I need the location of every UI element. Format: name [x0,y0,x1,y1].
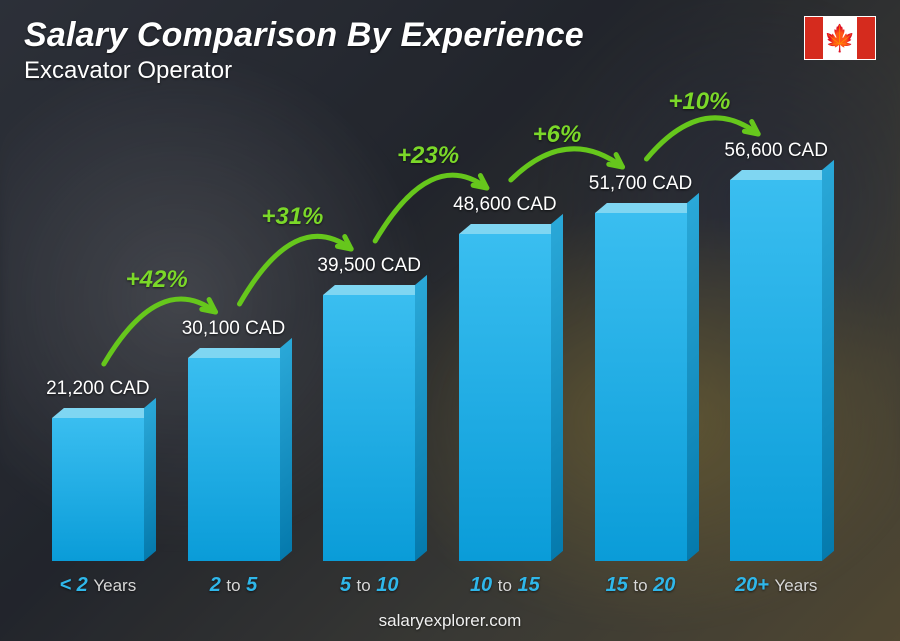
bar-group: 56,600 CAD [708,180,844,561]
bar [323,295,415,561]
flag-center: 🍁 [823,17,857,59]
header: Salary Comparison By Experience Excavato… [24,16,876,85]
bar [188,358,280,561]
bar [730,180,822,561]
bar-value-label: 30,100 CAD [154,318,314,340]
bar-top-face [323,285,427,295]
bar-top-face [188,348,292,358]
bar [595,213,687,561]
bar [459,234,551,561]
x-axis-label: < 2 Years [30,574,166,597]
bar-value-label: 21,200 CAD [18,378,178,400]
maple-leaf-icon: 🍁 [824,25,856,51]
bar-value-label: 48,600 CAD [425,194,585,216]
bar [52,418,144,561]
bar-group: 21,200 CAD [30,418,166,561]
bar-front-face [188,358,280,561]
title-block: Salary Comparison By Experience Excavato… [24,16,584,85]
x-axis-label: 5 to 10 [301,574,437,597]
x-axis-label: 2 to 5 [166,574,302,597]
x-axis-label: 15 to 20 [573,574,709,597]
bar-front-face [52,418,144,561]
bar-top-face [595,203,699,213]
bar-side-face [280,338,292,561]
bar-side-face [687,193,699,561]
bar-front-face [595,213,687,561]
bar-front-face [459,234,551,561]
footer-attribution: salaryexplorer.com [0,611,900,631]
bar-group: 39,500 CAD [301,295,437,561]
chart-title: Salary Comparison By Experience [24,16,584,55]
x-axis-labels: < 2 Years2 to 55 to 1010 to 1515 to 2020… [30,574,844,597]
bar-top-face [730,170,834,180]
bar-value-label: 39,500 CAD [289,255,449,277]
bar-value-label: 56,600 CAD [696,140,856,162]
x-axis-label: 10 to 15 [437,574,573,597]
chart-subtitle: Excavator Operator [24,57,584,85]
bar-side-face [144,398,156,561]
bar-side-face [551,214,563,561]
bar-side-face [415,275,427,561]
x-axis-label: 20+ Years [708,574,844,597]
flag-stripe-right [857,17,875,59]
bar-top-face [459,224,563,234]
bars-container: 21,200 CAD30,100 CAD39,500 CAD48,600 CAD… [30,120,844,561]
bar-group: 51,700 CAD [573,213,709,561]
canada-flag-icon: 🍁 [804,16,876,60]
flag-stripe-left [805,17,823,59]
bar-top-face [52,408,156,418]
bar-group: 30,100 CAD [166,358,302,561]
bar-value-label: 51,700 CAD [561,173,721,195]
bar-front-face [730,180,822,561]
bar-chart: +42%+31%+23%+6%+10% 21,200 CAD30,100 CAD… [30,120,844,561]
bar-group: 48,600 CAD [437,234,573,561]
bar-side-face [822,160,834,561]
bar-front-face [323,295,415,561]
